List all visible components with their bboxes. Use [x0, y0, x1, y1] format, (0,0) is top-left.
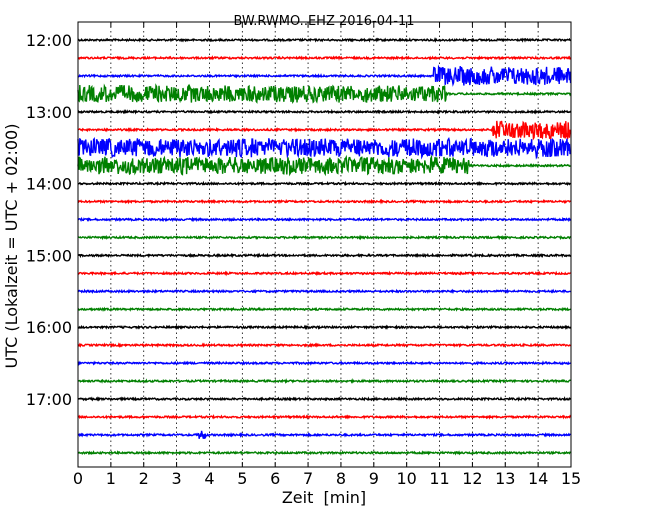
trace-black [77, 396, 572, 402]
trace-blue [77, 64, 572, 87]
trace-red [77, 120, 572, 141]
trace-blue [77, 288, 571, 295]
trace-red [77, 198, 571, 205]
y-tick-label: 16:00 [26, 318, 72, 337]
trace-green [77, 83, 572, 105]
y-tick-label: 15:00 [26, 246, 72, 265]
y-tick-label: 17:00 [26, 390, 72, 409]
x-tick-label: 13 [495, 469, 515, 488]
x-axis-label: Zeit [min] [282, 488, 366, 507]
trace-red [77, 55, 572, 61]
trace-green [77, 154, 571, 177]
y-axis-ticks: 12:00 13:00 14:00 15:00 16:00 17:00 [26, 31, 571, 409]
x-tick-label: 12 [462, 469, 482, 488]
x-tick-label: 8 [336, 469, 346, 488]
plot-area-frame [77, 21, 572, 468]
y-axis-label: UTC (Lokalzeit = UTC + 02:00) [2, 124, 21, 369]
trace-blue [77, 216, 572, 223]
x-tick-label: 14 [528, 469, 548, 488]
trace-blue [77, 360, 571, 366]
x-tick-label: 2 [139, 469, 149, 488]
trace-red [77, 270, 571, 277]
y-tick-label: 14:00 [26, 175, 72, 194]
trace-red [77, 413, 572, 420]
x-tick-label: 7 [303, 469, 313, 488]
seismic-traces [77, 37, 572, 456]
trace-green [77, 378, 571, 384]
y-tick-label: 13:00 [26, 103, 72, 122]
x-tick-label: 1 [106, 469, 116, 488]
trace-red [77, 342, 572, 348]
trace-blue [77, 136, 572, 160]
x-tick-label: 5 [237, 469, 247, 488]
trace-black [77, 252, 571, 259]
trace-blue [77, 430, 571, 439]
x-tick-label: 6 [270, 469, 280, 488]
x-tick-label: 15 [561, 469, 581, 488]
x-tick-label: 0 [73, 469, 83, 488]
x-tick-label: 10 [396, 469, 416, 488]
trace-black [77, 108, 572, 115]
x-axis-ticks: 0 1 2 3 4 5 6 7 8 9 10 11 12 13 14 15 [73, 22, 581, 488]
x-tick-label: 11 [429, 469, 449, 488]
x-tick-label: 4 [204, 469, 214, 488]
trace-green [77, 234, 571, 241]
trace-black [77, 180, 572, 187]
y-tick-label: 12:00 [26, 31, 72, 50]
x-tick-label: 9 [369, 469, 379, 488]
trace-green [77, 306, 571, 312]
x-tick-label: 3 [172, 469, 182, 488]
trace-black [77, 324, 572, 331]
trace-black [77, 37, 571, 43]
trace-green [77, 450, 572, 456]
